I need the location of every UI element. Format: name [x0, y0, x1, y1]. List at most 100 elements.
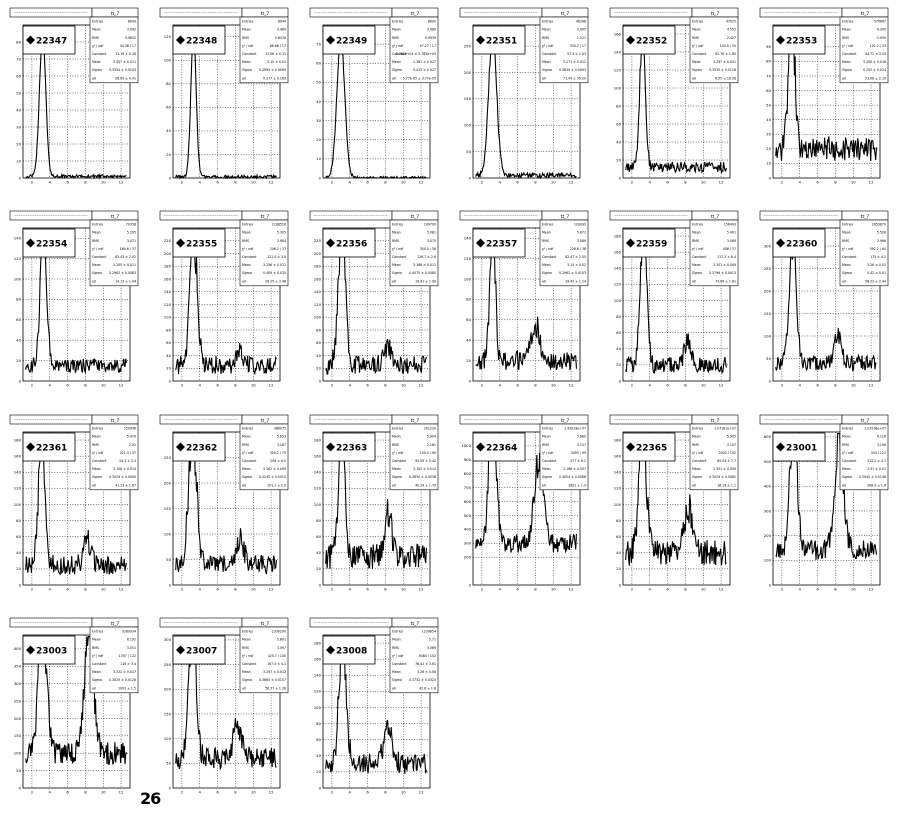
- y-tick-label: 40: [316, 99, 321, 104]
- stats-label: Entries: [842, 427, 853, 431]
- y-tick-label: 60: [16, 73, 21, 78]
- y-tick-label: 20: [616, 362, 621, 367]
- stats-label: Constant: [392, 662, 407, 666]
- stats-label: Mean: [542, 467, 551, 471]
- x-tick-label: 4: [199, 180, 202, 185]
- y-tick-label: 80: [166, 81, 171, 86]
- x-tick-label: 10: [701, 180, 706, 185]
- run-number-label: 23007: [186, 647, 217, 657]
- y-tick-label: 220: [164, 238, 172, 243]
- x-tick-label: 6: [66, 383, 69, 388]
- stats-label: a0: [542, 76, 546, 80]
- stats-value: 2653870: [872, 223, 886, 227]
- stats-value: 5.295: [127, 231, 136, 235]
- stats-box: [539, 16, 589, 84]
- stats-label: Entries: [92, 20, 103, 24]
- stats-label: a0: [242, 279, 246, 283]
- y-tick-label: 60: [316, 534, 321, 539]
- y-tick-label: 50: [166, 761, 171, 766]
- y-tick-label: 20: [16, 566, 21, 571]
- diamond-marker-icon: [26, 238, 35, 248]
- stats-label: a0: [842, 483, 846, 487]
- y-tick-label: 200: [764, 288, 772, 293]
- stats-label: χ² / ndf: [92, 451, 104, 455]
- plot-frame: [322, 431, 431, 586]
- x-tick-label: 8: [84, 180, 87, 185]
- stats-label: a0: [842, 76, 846, 80]
- stats-box: [689, 219, 739, 287]
- x-tick-label: 4: [799, 180, 802, 185]
- stats-value: 116 ± 3.4: [120, 662, 136, 666]
- x-tick-label: 12: [869, 180, 874, 185]
- plot-frame: [22, 431, 131, 586]
- x-tick-label: 4: [799, 383, 802, 388]
- stats-value: 3.489: [277, 28, 286, 32]
- stats-value: 3.089: [577, 239, 586, 243]
- stats-value: 1.23518e+07: [864, 427, 886, 431]
- diamond-marker-icon: [776, 442, 785, 452]
- stats-label: Entries: [392, 223, 403, 227]
- stats-value: 0.413 ± 0.027: [413, 68, 436, 72]
- run-number-label: 22356: [336, 240, 367, 250]
- stats-value: 82.47 ± 2.05: [565, 255, 586, 259]
- stats-value: 3.196: [877, 443, 886, 447]
- stats-value: 425.7 / 100: [268, 654, 286, 658]
- histogram-panel-22361: tt_72 4 6 8 10 120204060801001201401601802236…: [9, 414, 140, 595]
- stats-value: 570667: [874, 20, 886, 24]
- x-tick-label: 6: [66, 587, 69, 592]
- x-tick-label: 2: [631, 587, 634, 592]
- stats-label: Sigma: [542, 475, 552, 479]
- stats-label: RMS: [542, 36, 549, 40]
- stats-label: Mean: [92, 60, 101, 64]
- stats-label: Mean: [242, 435, 251, 439]
- stats-value: 2188516: [272, 223, 286, 227]
- y-tick-label: 200: [314, 251, 322, 256]
- y-tick-label: 250: [764, 266, 772, 271]
- stats-label: Mean: [542, 435, 551, 439]
- stats-value: 0.3945 ± 0.0148: [859, 475, 886, 479]
- diamond-marker-icon: [776, 238, 785, 248]
- stats-label: Mean: [242, 60, 251, 64]
- stats-value: 5.528: [877, 231, 886, 235]
- x-tick-label: 10: [551, 180, 556, 185]
- y-tick-label: 300: [164, 637, 172, 642]
- stats-value: 456 / 37: [723, 247, 736, 251]
- run-number-label: 22355: [186, 240, 217, 250]
- stats-label: Mean: [92, 28, 101, 32]
- stats-value: 5.653: [277, 435, 286, 439]
- y-tick-label: 0: [319, 785, 322, 790]
- y-tick-label: 40: [766, 117, 771, 122]
- x-tick-label: 2: [481, 383, 484, 388]
- stats-value: 3.762e+04 ± 3.785e+03: [396, 52, 436, 56]
- y-tick-label: 60: [616, 534, 621, 539]
- stats-label: Mean: [92, 435, 101, 439]
- diamond-marker-icon: [476, 35, 485, 45]
- stats-value: 246.2 / 37: [270, 247, 286, 251]
- stats-value: 86.68 / 17: [270, 44, 286, 48]
- stats-label: a0: [542, 279, 546, 283]
- stats-value: 26.69 ± 0.41: [115, 76, 136, 80]
- stats-label: Mean: [542, 60, 551, 64]
- stats-value: 3.205 ± 0.011: [113, 263, 136, 267]
- stats-label: Mean: [92, 670, 101, 674]
- stats-label: Mean: [692, 60, 701, 64]
- x-tick-label: 6: [666, 180, 669, 185]
- stats-label: Entries: [692, 20, 703, 24]
- stats-label: Sigma: [392, 68, 402, 72]
- x-tick-label: 6: [66, 790, 69, 795]
- plot-frame: [772, 431, 881, 586]
- stats-value: 3280934: [122, 630, 136, 634]
- x-tick-label: 10: [101, 587, 106, 592]
- plot-frame: [22, 634, 131, 789]
- diamond-marker-icon: [626, 238, 635, 248]
- y-tick-label: 40: [466, 338, 471, 343]
- stats-value: 121.4 ± 3.0: [267, 255, 286, 259]
- x-tick-label: 8: [234, 383, 237, 388]
- stats-box: [239, 219, 289, 287]
- y-tick-label: 100: [464, 123, 472, 128]
- stats-value: 44.38 / 17: [120, 44, 136, 48]
- y-tick-label: 0: [619, 582, 622, 587]
- stats-value: 0.2994 ± 0.0089: [259, 68, 286, 72]
- y-tick-label: 400: [14, 646, 22, 651]
